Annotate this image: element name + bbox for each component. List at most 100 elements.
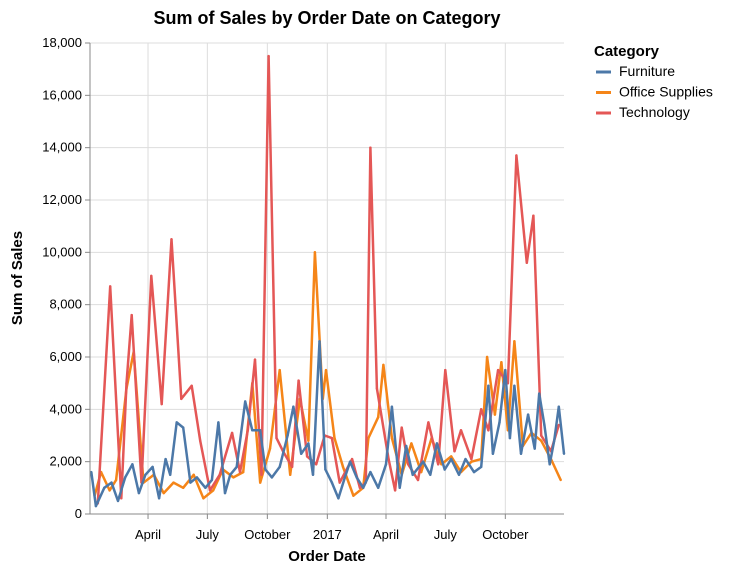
data-point-furniture <box>480 465 483 469</box>
data-point-technology <box>290 465 294 469</box>
data-point-office-supplies <box>493 413 497 416</box>
x-axis-title: Order Date <box>288 548 366 565</box>
y-tick-label: 10,000 <box>42 244 82 259</box>
x-tick-label: October <box>244 527 291 542</box>
data-point-technology <box>253 358 257 361</box>
data-point-technology <box>557 423 560 427</box>
data-point-furniture <box>337 497 340 500</box>
data-point-furniture <box>411 473 414 476</box>
x-tick-label: July <box>196 527 220 542</box>
data-point-furniture <box>422 460 425 463</box>
y-tick-label: 12,000 <box>42 192 82 207</box>
data-point-furniture <box>270 476 274 479</box>
data-point-furniture <box>330 481 334 484</box>
data-point-technology <box>267 54 270 58</box>
data-point-technology <box>369 146 372 149</box>
data-point-furniture <box>169 473 172 476</box>
data-point-office-supplies <box>242 470 245 474</box>
data-point-furniture <box>286 434 289 437</box>
data-point-technology <box>230 431 234 435</box>
data-point-office-supplies <box>172 481 175 484</box>
data-point-technology <box>525 261 528 264</box>
data-point-technology <box>444 368 447 372</box>
data-point-technology <box>407 463 410 466</box>
y-tick-label: 16,000 <box>42 87 82 102</box>
data-point-technology <box>338 481 341 484</box>
data-point-technology <box>238 470 242 474</box>
data-point-furniture <box>235 465 238 469</box>
data-point-technology <box>437 463 440 466</box>
data-point-technology <box>470 457 473 461</box>
data-point-furniture <box>204 486 207 489</box>
data-point-office-supplies <box>470 460 473 463</box>
data-point-technology <box>246 429 249 432</box>
y-axis-title: Sum of Sales <box>9 231 26 325</box>
data-point-office-supplies <box>333 436 336 440</box>
data-point-office-supplies <box>540 439 543 442</box>
data-point-furniture <box>355 476 358 479</box>
data-point-furniture <box>548 463 551 466</box>
y-tick-label: 2,000 <box>49 454 82 469</box>
data-point-furniture <box>151 465 154 469</box>
data-point-furniture <box>450 457 453 461</box>
data-point-technology <box>260 473 263 476</box>
data-point-office-supplies <box>202 497 205 500</box>
data-point-technology <box>330 436 334 440</box>
data-point-office-supplies <box>341 465 345 469</box>
data-point-technology <box>208 489 212 492</box>
data-point-technology <box>130 313 133 317</box>
data-point-technology <box>180 397 183 401</box>
data-point-furniture <box>318 340 321 343</box>
data-point-furniture <box>553 439 556 442</box>
legend-label-technology: Technology <box>619 104 690 120</box>
data-point-furniture <box>435 442 439 445</box>
data-point-furniture <box>562 452 566 455</box>
data-point-furniture <box>429 473 432 476</box>
data-point-office-supplies <box>268 447 272 450</box>
data-point-furniture <box>182 426 185 429</box>
data-point-office-supplies <box>114 478 118 482</box>
data-point-office-supplies <box>513 340 516 343</box>
legend-items: Furniture Office Supplies Technology <box>596 63 713 120</box>
data-point-office-supplies <box>313 251 317 254</box>
data-point-furniture <box>508 436 512 440</box>
y-tick-label: 14,000 <box>42 140 82 155</box>
data-point-furniture <box>343 476 347 479</box>
data-point-technology <box>487 429 490 432</box>
chart-title: Sum of Sales by Order Date on Category <box>153 8 500 28</box>
data-point-technology <box>120 497 123 500</box>
data-point-furniture <box>137 491 141 495</box>
data-point-office-supplies <box>192 473 195 476</box>
data-point-technology <box>540 434 543 437</box>
legend-label-office-supplies: Office Supplies <box>619 84 713 100</box>
data-point-technology <box>109 285 112 288</box>
data-point-technology <box>190 384 193 387</box>
data-point-technology <box>297 379 300 382</box>
data-point-technology <box>170 238 173 241</box>
data-point-office-supplies <box>232 476 235 479</box>
data-point-furniture <box>229 473 232 476</box>
data-point-office-supplies <box>212 489 215 492</box>
data-point-furniture <box>519 452 523 455</box>
data-point-furniture <box>384 463 388 466</box>
data-point-furniture <box>175 421 178 424</box>
data-point-technology <box>305 455 309 458</box>
data-point-office-supplies <box>324 368 328 372</box>
data-point-furniture <box>300 452 303 455</box>
data-point-office-supplies <box>367 436 370 440</box>
data-point-furniture <box>259 429 262 432</box>
data-point-office-supplies <box>182 486 185 489</box>
y-tick-label: 6,000 <box>49 349 82 364</box>
data-point-furniture <box>362 486 365 489</box>
data-point-technology <box>453 450 456 453</box>
data-point-furniture <box>90 470 93 474</box>
data-point-furniture <box>292 405 295 408</box>
data-point-furniture <box>390 405 394 408</box>
data-point-technology <box>125 382 128 385</box>
axes: 0 2,000 4,000 6,000 8,000 10,000 12,000 14,000 1… <box>42 35 564 542</box>
data-point-technology <box>496 368 500 372</box>
data-point-furniture <box>543 423 546 427</box>
data-point-furniture <box>443 468 446 471</box>
data-point-technology <box>315 463 318 466</box>
